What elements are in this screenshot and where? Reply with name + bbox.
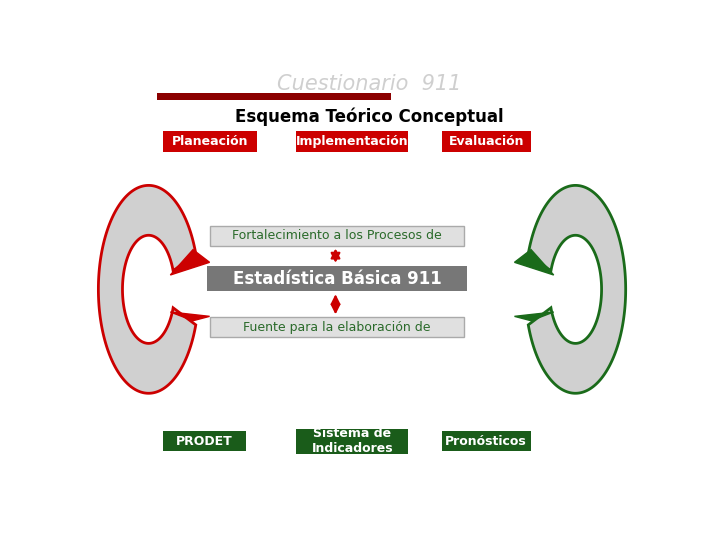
Text: Implementación: Implementación: [296, 135, 408, 148]
Text: Sistema de
Indicadores: Sistema de Indicadores: [312, 427, 393, 455]
Polygon shape: [515, 312, 554, 321]
FancyBboxPatch shape: [441, 431, 531, 451]
Polygon shape: [528, 185, 626, 393]
Text: Esquema Teórico Conceptual: Esquema Teórico Conceptual: [235, 107, 503, 126]
Polygon shape: [171, 312, 210, 321]
Text: Cuestionario  911: Cuestionario 911: [276, 73, 462, 93]
FancyBboxPatch shape: [157, 93, 392, 100]
Text: Estadística Básica 911: Estadística Básica 911: [233, 269, 441, 287]
FancyBboxPatch shape: [163, 131, 258, 152]
Text: Fuente para la elaboración de: Fuente para la elaboración de: [243, 321, 431, 334]
Text: Pronósticos: Pronósticos: [445, 435, 527, 448]
FancyBboxPatch shape: [210, 226, 464, 246]
Polygon shape: [99, 185, 196, 393]
FancyBboxPatch shape: [210, 317, 464, 337]
Polygon shape: [515, 249, 554, 275]
FancyBboxPatch shape: [207, 266, 467, 292]
Text: PRODET: PRODET: [176, 435, 233, 448]
FancyBboxPatch shape: [297, 131, 408, 152]
Text: Fortalecimiento a los Procesos de: Fortalecimiento a los Procesos de: [232, 229, 442, 242]
Polygon shape: [171, 249, 210, 275]
FancyBboxPatch shape: [297, 429, 408, 454]
Text: Evaluación: Evaluación: [449, 135, 524, 148]
Text: Planeación: Planeación: [172, 135, 248, 148]
FancyBboxPatch shape: [163, 431, 246, 451]
FancyBboxPatch shape: [441, 131, 531, 152]
